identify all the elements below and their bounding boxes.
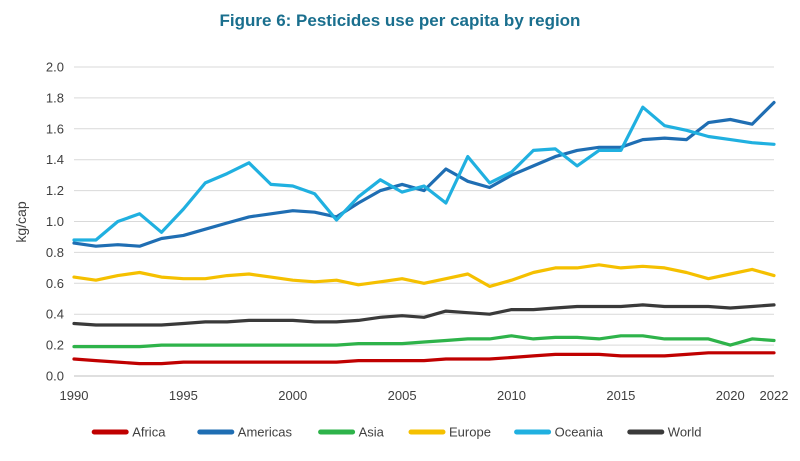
y-tick-label: 1.8 [46,90,64,105]
legend-label: Americas [238,425,293,440]
x-tick-label: 1995 [169,388,198,403]
series-line-world [72,303,776,327]
x-tick-label: 2010 [497,388,526,403]
legend-label: Europe [449,425,491,440]
y-tick-label: 0.4 [46,307,64,322]
series-lines [72,100,776,366]
series-line-europe [72,263,776,288]
series-line-americas [72,100,776,248]
x-axis-ticks: 1990 1995 2000 2005 2010 2015 2020 2022 [60,388,789,403]
legend-item-oceania: Oceania [514,425,604,440]
y-tick-label: 1.0 [46,214,64,229]
legend-item-americas: Americas [197,425,293,440]
y-axis-ticks: 0.0 0.2 0.4 0.6 0.8 1.0 1.2 1.4 1.6 1.8 2.0 [46,60,64,384]
legend-label: Asia [359,425,385,440]
legend-item-europe: Europe [408,425,491,440]
legend-item-world: World [627,425,702,440]
y-tick-label: 0.8 [46,245,64,260]
series-line-asia [72,334,776,349]
y-tick-label: 1.4 [46,152,64,167]
y-tick-label: 1.6 [46,121,64,136]
legend-item-asia: Asia [318,425,385,440]
x-tick-label: 2000 [278,388,307,403]
legend-label: World [668,425,702,440]
grid-lines [74,66,774,377]
y-tick-label: 2.0 [46,60,64,75]
legend-label: Oceania [555,425,604,440]
y-tick-label: 0.0 [46,369,64,384]
y-tick-label: 0.6 [46,276,64,291]
x-tick-label: 2022 [760,388,789,403]
legend-item-africa: Africa [91,425,166,440]
legend-label: Africa [132,425,166,440]
x-tick-label: 1990 [60,388,89,403]
x-tick-label: 2020 [716,388,745,403]
chart-title: Figure 6: Pesticides use per capita by r… [220,11,581,30]
y-tick-label: 0.2 [46,338,64,353]
legend: Africa Americas Asia Europe Oceania World [91,425,702,440]
y-axis-label: kg/cap [13,201,29,242]
x-tick-label: 2005 [388,388,417,403]
series-line-oceania [72,105,776,242]
series-line-africa [72,351,776,366]
y-tick-label: 1.2 [46,183,64,198]
x-tick-label: 2015 [606,388,635,403]
